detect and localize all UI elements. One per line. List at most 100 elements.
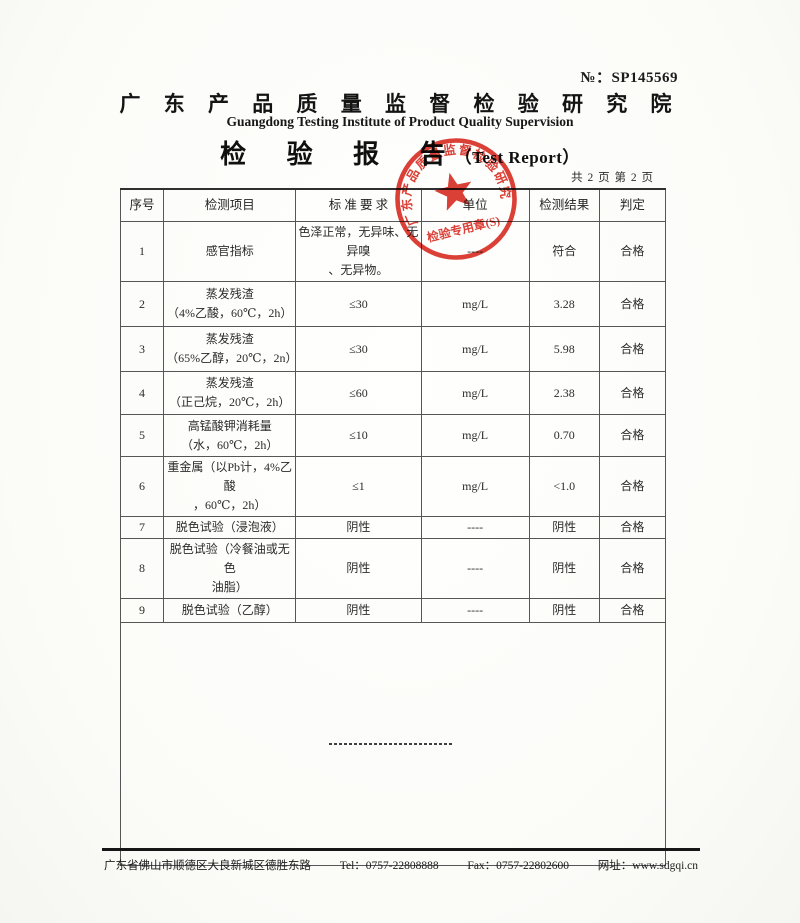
cell-seq: 9 — [119, 598, 165, 623]
table-row: 1 感官指标 色泽正常，无异味、无异嗅 、无异物。 ---- 符合 合格 — [119, 221, 667, 282]
cell-result: 3.28 — [528, 281, 600, 327]
cell-item: 重金属（以Pb计，4%乙酸 ，60℃，2h） — [163, 456, 297, 517]
report-title-en: （Test Report） — [454, 148, 580, 167]
cell-result-line: 阴性 — [552, 603, 577, 617]
separator-dashes — [329, 743, 453, 745]
page-indicator: 共 2 页 第 2 页 — [571, 172, 654, 184]
results-table: 序号 检测项目标 准 要 求单位 检测结果 判定 1 感官指标 色泽正常，无异味、无异嗅、… — [119, 188, 667, 866]
cell-result-line: 3.28 — [553, 296, 575, 311]
cell-item: 脱色试验（浸泡液） — [163, 516, 297, 539]
cell-judgement: 合格 — [598, 414, 667, 457]
cell-unit-line: ---- — [467, 520, 484, 534]
cell-standard-line: 阴性 — [346, 603, 371, 617]
cell-judgement-line: 合格 — [620, 385, 645, 400]
cell-unit: mg/L — [420, 371, 530, 415]
cell-seq-line: 9 — [139, 603, 146, 617]
cell-item-line: 高锰酸钾消耗量 — [187, 418, 272, 433]
cell-item: 蒸发残渣 （正己烷，20℃，2h） — [163, 371, 297, 415]
cell-item: 高锰酸钾消耗量 （水，60℃，2h） — [163, 414, 297, 457]
cell-result: 0.70 — [528, 414, 600, 457]
report-number-label: №： — [580, 70, 612, 86]
cell-item-line: 蒸发残渣 — [205, 376, 254, 390]
cell-unit-line: mg/L — [462, 341, 489, 356]
cell-judgement-line: 合格 — [620, 428, 645, 442]
cell-item-line: （水，60℃，2h） — [180, 437, 279, 452]
table-row: 4 蒸发残渣 （正己烷，20℃，2h） ≤60 mg/L 2.38 合格 — [119, 371, 667, 415]
column-header-0: 序号 — [119, 188, 165, 222]
table-row: 9 脱色试验（乙醇） 阴性 ---- 阴性 合格 — [119, 598, 667, 623]
cell-judgement-line: 合格 — [620, 296, 645, 311]
cell-seq: 6 — [119, 456, 165, 517]
cell-item-line: 油脂） — [211, 580, 248, 594]
cell-standard-line: ≤60 — [349, 385, 368, 400]
footer-tel: Tel：0757-22808888 — [339, 860, 439, 872]
table-row: 6 重金属（以Pb计，4%乙酸 ，60℃，2h） ≤1 mg/L <1.0 合格 — [119, 456, 667, 517]
cell-unit-line: ---- — [467, 561, 484, 575]
cell-result-line: 阴性 — [552, 561, 577, 575]
table-empty-row — [120, 622, 666, 866]
cell-result: 阴性 — [528, 516, 600, 539]
table-row: 3 蒸发残渣 （65%乙醇，20℃，2n） ≤30 mg/L 5.98 合格 — [119, 326, 667, 372]
cell-result: <1.0 — [528, 456, 600, 517]
cell-unit-line: mg/L — [462, 428, 489, 442]
cell-judgement: 合格 — [598, 456, 667, 517]
cell-result: 阴性 — [528, 598, 600, 623]
cell-judgement: 合格 — [598, 598, 667, 623]
cell-item-line: （65%乙醇，20℃，2n） — [166, 351, 296, 365]
cell-seq-line: 6 — [139, 479, 146, 493]
cell-seq-line: 3 — [139, 341, 146, 356]
cell-unit: mg/L — [420, 326, 530, 372]
cell-item: 脱色试验（乙醇） — [163, 598, 297, 623]
cell-item-line: 脱色试验（浸泡液） — [175, 520, 284, 534]
cell-judgement-line: 合格 — [620, 479, 645, 493]
cell-seq-line: 8 — [139, 561, 146, 575]
cell-unit: ---- — [420, 516, 530, 539]
cell-item: 蒸发残渣 （65%乙醇，20℃，2n） — [163, 326, 297, 372]
cell-standard-line: ≤1 — [352, 479, 365, 493]
seal-bottom-text: 检验专用章(S) — [425, 212, 501, 245]
cell-result-line: <1.0 — [553, 479, 576, 493]
cell-judgement: 合格 — [598, 371, 667, 415]
cell-judgement-line: 合格 — [620, 603, 645, 617]
cell-judgement: 合格 — [598, 221, 667, 282]
cell-judgement-line: 合格 — [620, 244, 645, 258]
cell-item-line: 感官指标 — [205, 244, 254, 258]
cell-seq: 8 — [119, 538, 165, 599]
cell-unit-line: mg/L — [462, 296, 489, 311]
cell-item-line: （4%乙酸，60℃，2h） — [166, 306, 293, 320]
cell-result: 符合 — [528, 221, 600, 282]
footer: 广东省佛山市顺德区大良新城区德胜东路 Tel：0757-22808888 Fax… — [104, 857, 698, 873]
column-header-4: 检测结果 — [528, 188, 600, 222]
cell-unit-line: mg/L — [462, 479, 489, 493]
cell-item-line: ，60℃，2h） — [192, 498, 267, 512]
column-header-1: 检测项目 — [163, 188, 297, 222]
cell-standard: ≤10 — [295, 414, 422, 457]
cell-seq-line: 5 — [139, 428, 146, 442]
footer-web: 网址：www.sdgqi.cn — [597, 860, 698, 872]
cell-seq-line: 4 — [139, 385, 146, 400]
cell-standard-line: ≤10 — [349, 428, 368, 442]
seal-star-icon — [434, 172, 472, 211]
report-number: №：SP145569 — [580, 66, 678, 87]
cell-seq: 7 — [119, 516, 165, 539]
cell-seq-line: 2 — [139, 296, 146, 311]
cell-unit: ---- — [420, 538, 530, 599]
cell-result: 2.38 — [528, 371, 600, 415]
cell-standard-line: ≤30 — [349, 341, 368, 356]
table-row: 7 脱色试验（浸泡液） 阴性 ---- 阴性 合格 — [119, 516, 667, 539]
report-number-value: SP145569 — [611, 70, 678, 86]
cell-judgement: 合格 — [598, 326, 667, 372]
cell-result: 阴性 — [528, 538, 600, 599]
cell-standard: 阴性 — [295, 538, 422, 599]
cell-standard: ≤30 — [295, 281, 422, 327]
cell-unit-line: mg/L — [462, 385, 489, 400]
cell-item-line: 蒸发残渣 — [205, 287, 254, 301]
cell-standard: 阴性 — [295, 598, 422, 623]
cell-standard-line: 色泽正常，无异味、无异嗅 — [298, 225, 419, 258]
cell-seq-line: 1 — [139, 244, 146, 258]
cell-standard: ≤30 — [295, 326, 422, 372]
cell-seq: 4 — [119, 371, 165, 415]
cell-item: 蒸发残渣 （4%乙酸，60℃，2h） — [163, 281, 297, 327]
cell-item-line: （正己烷，20℃，2h） — [168, 395, 291, 409]
